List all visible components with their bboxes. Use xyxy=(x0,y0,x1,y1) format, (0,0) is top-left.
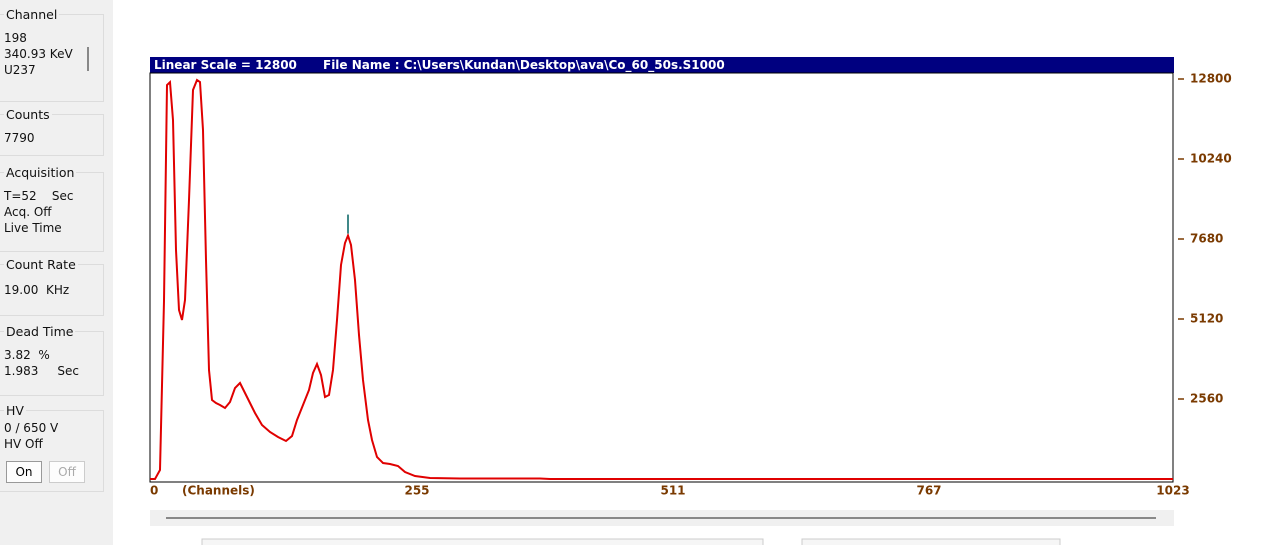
y-tick-label: 7680 xyxy=(1190,232,1223,246)
chart-subtitle: File Name : C:\Users\Kundan\Desktop\ava\… xyxy=(323,58,725,73)
acquisition-group: Acquisition T=52 Sec Acq. Off Live Time xyxy=(0,165,104,252)
acq-mode: Live Time xyxy=(4,221,62,235)
title-bar xyxy=(150,57,1174,73)
hv-group: HV 0 / 650 V HV Off xyxy=(0,403,104,492)
dead-time-group: Dead Time 3.82 % 1.983 Sec xyxy=(0,324,104,396)
energy-value: 340.93 KeV xyxy=(4,47,73,61)
group-title: Counts xyxy=(4,107,52,122)
plot-area xyxy=(149,72,1174,483)
hv-state: HV Off xyxy=(4,437,43,451)
dead-time-seconds: 1.983 Sec xyxy=(4,364,80,378)
counts-value: 7790 xyxy=(4,131,35,145)
x-tick-label: 0 xyxy=(150,484,158,498)
chart-title: Linear Scale = 12800 xyxy=(154,58,297,72)
y-tick-label: 5120 xyxy=(1190,312,1223,326)
x-tick-label: 1023 xyxy=(1156,484,1189,498)
channel-group: Channel 198 340.93 KeV U237 xyxy=(0,7,104,102)
spectrum-line xyxy=(150,78,1173,480)
bottom-box xyxy=(201,538,764,545)
isotope-value: U237 xyxy=(4,63,36,77)
count-rate-value: 19.00 KHz xyxy=(4,283,70,297)
dead-time-percent: 3.82 % xyxy=(4,348,50,362)
x-tick-label: 511 xyxy=(660,484,685,498)
x-axis-label: (Channels) xyxy=(182,484,255,498)
bottom-box xyxy=(801,538,1061,545)
acq-time: T=52 Sec xyxy=(4,189,74,203)
group-title: Count Rate xyxy=(4,257,78,272)
counts-group: Counts 7790 xyxy=(0,107,104,156)
y-tick-label: 12800 xyxy=(1190,72,1232,86)
acq-state: Acq. Off xyxy=(4,205,52,219)
on-button[interactable]: On xyxy=(6,461,42,483)
group-title: Acquisition xyxy=(4,165,77,180)
off-button: Off xyxy=(49,461,85,483)
y-tick-label: 10240 xyxy=(1190,152,1232,166)
x-tick-label: 767 xyxy=(916,484,941,498)
x-tick-label: 255 xyxy=(404,484,429,498)
group-title: HV xyxy=(4,403,26,418)
group-title: Channel xyxy=(4,7,60,22)
count-rate-group: Count Rate 19.00 KHz xyxy=(0,257,104,316)
y-tick-label: 2560 xyxy=(1190,392,1223,406)
channel-value: 198 xyxy=(4,31,27,45)
side-panel: Channel 198 340.93 KeV U237 Counts 7790 … xyxy=(0,0,113,545)
group-title: Dead Time xyxy=(4,324,76,339)
hv-voltage: 0 / 650 V xyxy=(4,421,59,435)
slider[interactable] xyxy=(87,47,89,71)
